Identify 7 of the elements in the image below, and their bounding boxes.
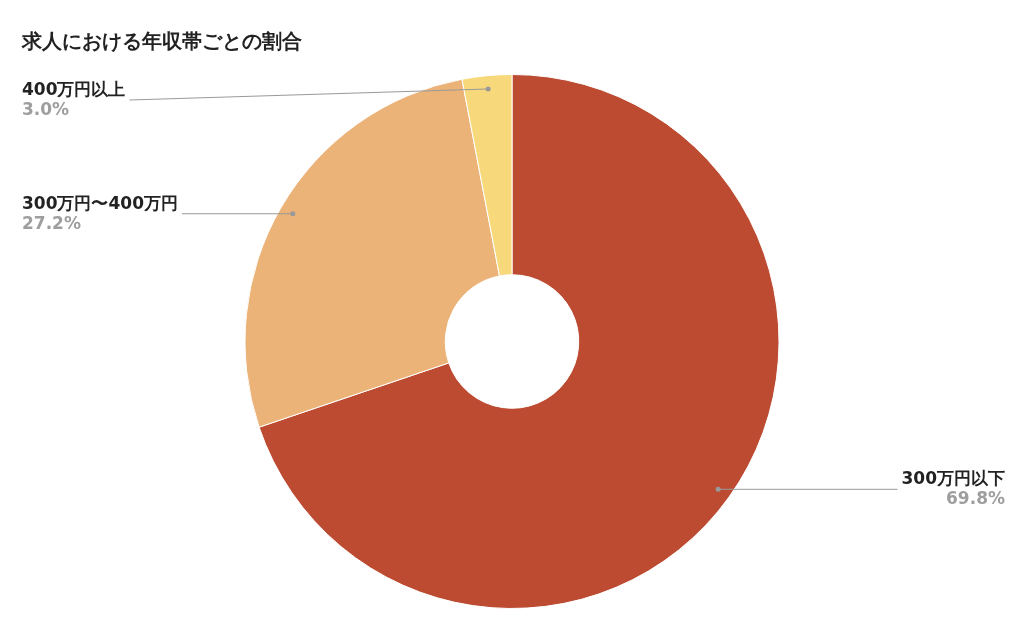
data-label: 3.0% bbox=[22, 98, 70, 119]
data-label: 69.8% bbox=[946, 488, 1005, 509]
slice-label: 300万円以下 bbox=[901, 468, 1005, 489]
slice-label: 300万円〜400万円 bbox=[22, 192, 178, 213]
data-label: 27.2% bbox=[22, 212, 81, 233]
chart-title: 求人における年収帯ごとの割合 bbox=[22, 28, 302, 55]
slice-label: 400万円以上 bbox=[22, 78, 126, 99]
